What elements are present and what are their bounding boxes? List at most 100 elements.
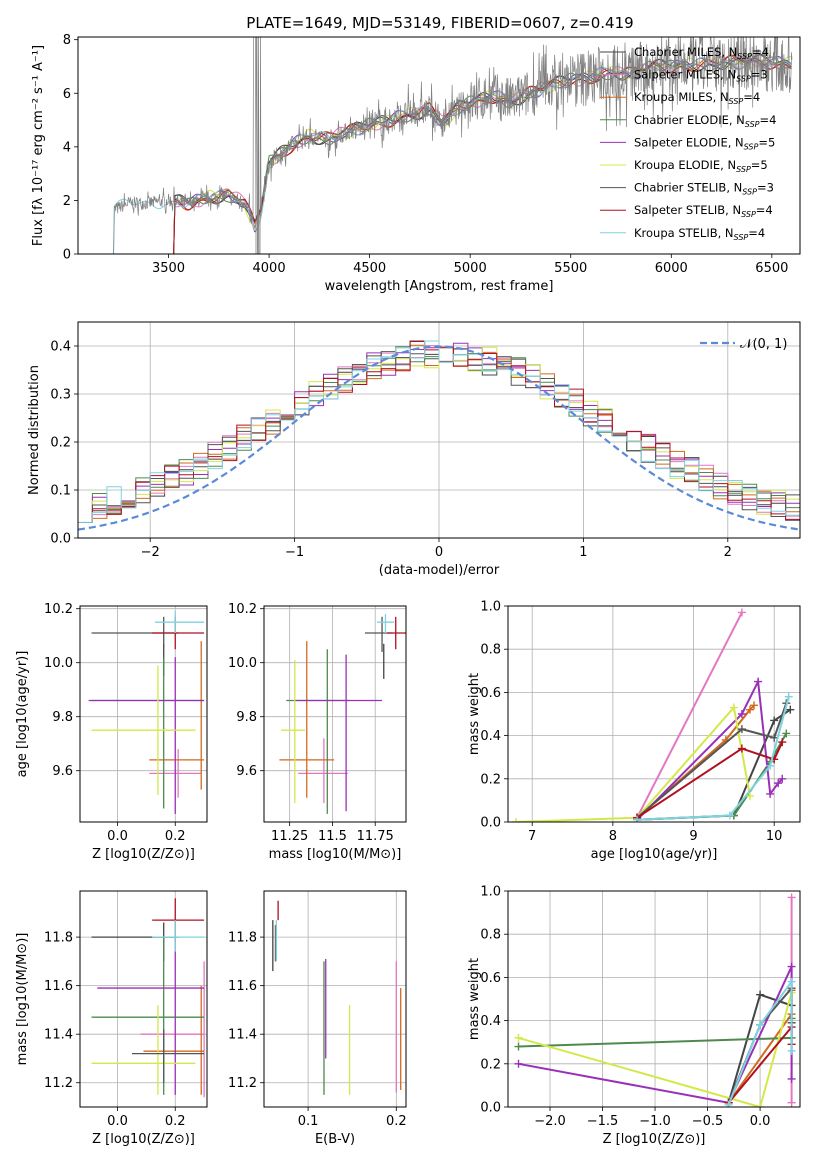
plot-area [279,614,406,814]
grid [80,891,207,1107]
x-tick-label: −2.0 [534,1114,566,1129]
x-tick-label: 11.5 [318,829,347,844]
mass-weight-marker [766,789,775,798]
x-tick-label: 7 [528,829,536,844]
y-tick-label: 11.2 [44,1076,73,1091]
y-tick-label: 0.0 [480,816,501,831]
x-tick-label: 6000 [655,261,688,276]
model-line [172,54,792,254]
grid [508,890,800,1108]
legend-entry: Salpeter MILES, NSSP=3 [634,68,768,84]
x-tick-label: −2 [141,545,160,560]
panel-age-vs-Z: 0.0 0.2 9.6 9.8 10.0 10.2 Z [log10(Z/Z⊙)] age [… [15,602,208,862]
mass-weight-marker [784,692,793,701]
mass-weight-line [727,978,793,1106]
mass-weight-marker [512,818,521,822]
x-tick-label: 4000 [253,261,286,276]
x-tick-label: −1.5 [587,1114,619,1129]
axes-frame [79,605,208,823]
mass-weight-marker [766,761,775,770]
model-line [172,56,792,254]
x-axis-label: (data-model)/error [379,563,500,578]
error-bar-point [155,611,205,633]
mass-weight-marker [729,703,738,712]
x-tick-label: 5000 [454,261,487,276]
y-axis-label: age [log10(age/yr)] [15,651,30,778]
x-axis-label: Z [log10(Z/Z⊙)] [92,847,195,862]
mass-weight-marker [745,705,754,714]
y-tick-label: 0.3 [50,388,71,403]
mass-weight-marker [750,701,759,710]
x-tick-label: 3500 [152,261,185,276]
model-line [172,54,792,254]
axes-frame [77,321,801,539]
x-tick-label: 0.2 [165,1114,186,1129]
axes-frame [77,36,801,255]
error-bar-point [376,614,395,633]
x-tick-label: 4500 [353,261,386,276]
y-axis-label: Normed distribution [27,365,42,495]
panel-spectrum: 3500 4000 4500 5000 5500 6000 6500 0 2 4 6 8 wavelen… [31,33,801,294]
plot-area [272,900,402,1095]
x-tick-label: 0.2 [386,1114,407,1129]
error-bar-point [286,649,350,814]
y-tick-label: 0 [63,248,71,263]
panel-mass-vs-EBV: 0.1 0.2 11.2 11.4 11.6 11.8 E(B-V) [228,890,407,1147]
y-tick-label: 0.8 [480,643,501,658]
x-tick-label: 0.0 [107,829,128,844]
mass-weight-line [516,705,751,822]
mass-weight-marker [787,962,796,971]
error-bar-point [91,922,179,962]
plot-area [112,37,793,254]
axes-frame [507,605,801,823]
x-axis-label: Z [log10(Z/Z⊙)] [92,1132,195,1147]
y-tick-label: 10.0 [228,656,257,671]
model-line [172,55,792,254]
error-bar-point [97,937,205,1095]
legend-entry: 𝒩(0, 1) [740,337,787,352]
error-bar-point [91,665,196,795]
legend: Chabrier MILES, NSSP=4 Salpeter MILES, NS… [600,45,776,242]
mass-weight-marker [756,1020,765,1029]
mass-weight-marker [514,1059,523,1068]
mass-weight-line [636,702,788,819]
y-tick-label: 11.8 [228,931,257,946]
legend-entry: Kroupa STELIB, NSSP=4 [634,226,765,242]
y-tick-label: 11.8 [44,931,73,946]
x-tick-label: 11.75 [357,829,394,844]
mass-weight-marker [756,990,765,999]
plot-area [512,608,795,822]
observed-spectrum [112,37,793,254]
y-tick-label: 0.6 [480,971,501,986]
x-tick-label: 2 [724,545,732,560]
error-bar-point [131,1029,205,1083]
x-tick-label: 8 [609,829,617,844]
x-tick-label: 9 [689,829,697,844]
figure-title: PLATE=1649, MJD=53149, FIBERID=0607, z=0… [246,14,633,32]
y-axis-label: mass [log10(M/M⊙)] [15,933,30,1066]
model-line [172,55,792,254]
mass-weight-line [636,612,743,819]
x-tick-label: 6500 [755,261,788,276]
y-tick-label: 6 [63,87,71,102]
x-axis-label: mass [log10(M/M⊙)] [269,847,402,862]
y-tick-label: 9.8 [52,710,73,725]
grid [264,606,406,822]
mass-weight-marker [782,729,791,738]
x-axis-label: E(B-V) [315,1132,355,1147]
x-axis-label: Z [log10(Z/Z⊙)] [603,1132,706,1147]
axes-frame [507,890,801,1108]
x-tick-label: −1 [285,545,304,560]
mass-weight-marker [724,1100,733,1107]
mass-weight-marker [778,774,787,783]
panel-age-vs-mass: 11.25 11.5 11.75 9.6 9.8 10.0 10.2 mass [log10(… [228,602,407,862]
mass-weight-marker [787,1098,796,1107]
grid [264,891,406,1107]
x-tick-label: −0.5 [692,1114,724,1129]
panel-mass-vs-Z: 0.0 0.2 11.2 11.4 11.6 11.8 Z [log10(Z/Z⊙)] mas… [15,890,208,1147]
mass-weight-marker [778,738,787,747]
legend-entry: Chabrier STELIB, NSSP=3 [634,181,774,197]
legend-entry: Salpeter ELODIE, NSSP=5 [634,135,775,151]
panel-weight-vs-age: 7 8 9 10 0.0 0.2 0.4 0.6 0.8 1.0 age [log10(age/yr… [467,600,801,862]
model-line [172,55,792,254]
